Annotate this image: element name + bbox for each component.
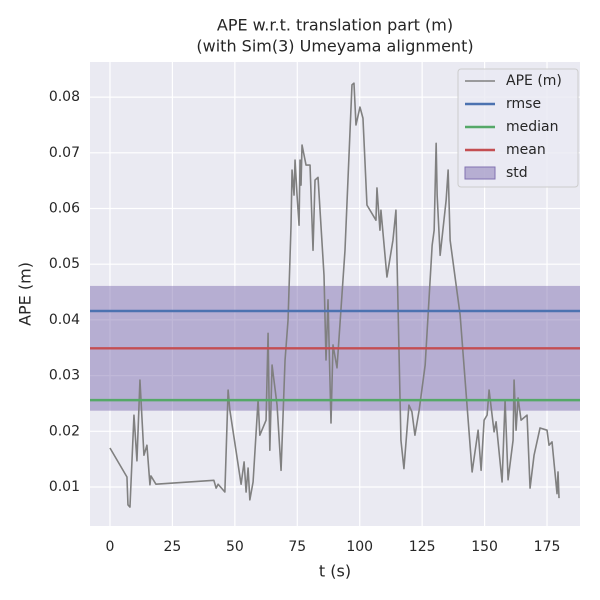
y-tick-label: 0.03 bbox=[49, 368, 80, 384]
y-tick-label: 0.05 bbox=[49, 256, 80, 272]
x-tick-label: 25 bbox=[164, 539, 182, 555]
x-tick-label: 150 bbox=[471, 539, 498, 555]
x-tick-label: 125 bbox=[409, 539, 436, 555]
chart-title: APE w.r.t. translation part (m) bbox=[217, 16, 453, 35]
chart-subtitle: (with Sim(3) Umeyama alignment) bbox=[196, 37, 473, 56]
x-tick-label: 0 bbox=[106, 539, 115, 555]
y-tick-label: 0.08 bbox=[49, 89, 80, 105]
legend-label: mean bbox=[506, 142, 546, 158]
legend-box bbox=[457, 68, 579, 188]
x-tick-label: 175 bbox=[534, 539, 561, 555]
legend-label: rmse bbox=[506, 96, 541, 112]
y-tick-label: 0.04 bbox=[49, 312, 80, 328]
legend: APE (m) rmse median mean std bbox=[457, 68, 579, 188]
y-tick-label: 0.02 bbox=[49, 423, 80, 439]
y-axis-label: APE (m) bbox=[16, 262, 35, 326]
y-tick-label: 0.01 bbox=[49, 479, 80, 495]
y-tick-label: 0.07 bbox=[49, 145, 80, 161]
legend-swatch bbox=[464, 166, 496, 180]
legend-label: std bbox=[506, 165, 528, 181]
data-line bbox=[109, 82, 560, 508]
x-tick-label: 50 bbox=[226, 539, 244, 555]
x-tick-label: 75 bbox=[288, 539, 306, 555]
x-tick-label: 100 bbox=[346, 539, 373, 555]
y-tick-label: 0.06 bbox=[49, 200, 80, 216]
legend-label: APE (m) bbox=[506, 73, 562, 89]
legend-label: median bbox=[506, 119, 558, 135]
x-axis-label: t (s) bbox=[319, 562, 351, 581]
